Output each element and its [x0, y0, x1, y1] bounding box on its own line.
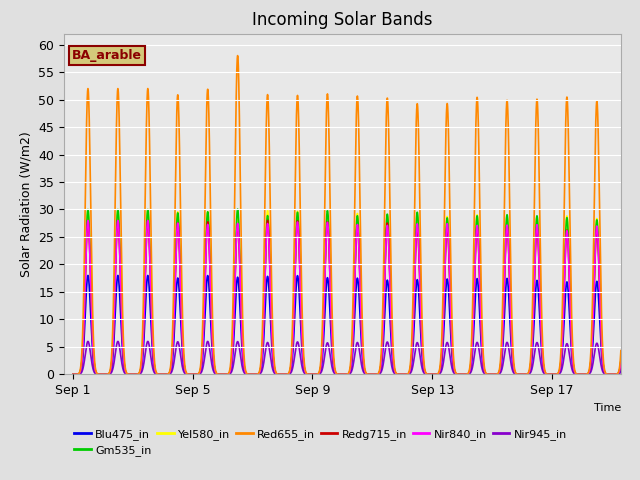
Text: BA_arable: BA_arable	[72, 49, 142, 62]
Title: Incoming Solar Bands: Incoming Solar Bands	[252, 11, 433, 29]
Y-axis label: Solar Radiation (W/m2): Solar Radiation (W/m2)	[20, 131, 33, 277]
Legend: Blu475_in, Gm535_in, Yel580_in, Red655_in, Redg715_in, Nir840_in, Nir945_in: Blu475_in, Gm535_in, Yel580_in, Red655_i…	[70, 424, 572, 460]
X-axis label: Time: Time	[593, 403, 621, 413]
